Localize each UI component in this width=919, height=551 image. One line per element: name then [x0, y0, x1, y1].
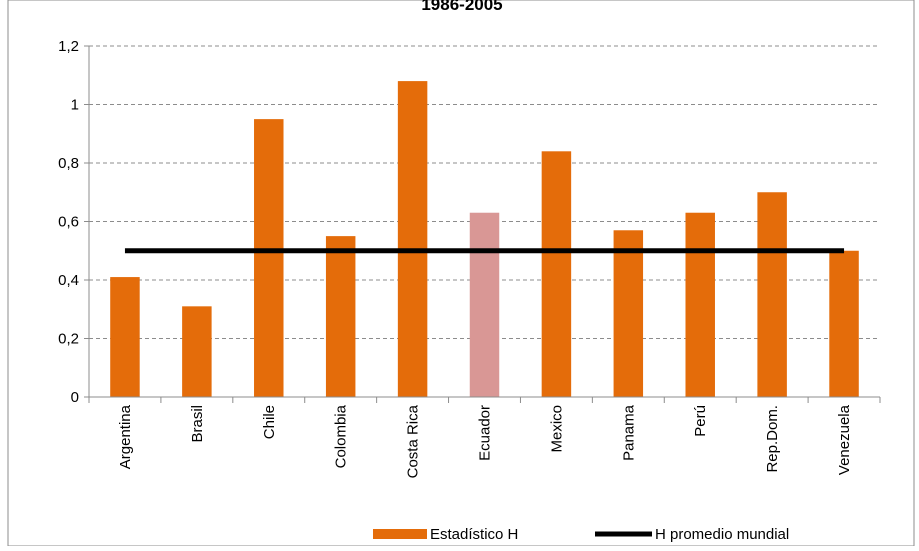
x-tick-label: Rep.Dom.: [764, 405, 781, 473]
y-tick-label: 1,2: [58, 38, 79, 55]
bar-chile: [254, 119, 284, 397]
x-tick-label: Venezuela: [836, 404, 853, 475]
legend-label-estadistico-h: Estadístico H: [430, 526, 518, 543]
y-tick-label: 0: [71, 389, 79, 406]
x-tick-label: Mexico: [548, 405, 565, 453]
legend-swatch-estadistico-h: [373, 529, 427, 539]
y-tick-label: 0,6: [58, 214, 79, 231]
x-tick-label: Perú: [692, 405, 709, 437]
y-tick-label: 0,4: [58, 272, 79, 289]
y-tick-label: 1: [71, 97, 79, 114]
bar-costa-rica: [397, 81, 428, 397]
x-tick-label: Chile: [261, 405, 278, 439]
x-tick-label: Brasil: [189, 405, 206, 443]
bar-per-: [685, 212, 715, 397]
axes-layer: 0 0,2 0,4 0,6 0,8 1 1,2 Argentina Brasil Chile Col…: [58, 38, 881, 478]
bar-mexico: [541, 151, 572, 397]
bar-rep-dom-: [757, 192, 787, 397]
bar-venezuela: [829, 250, 859, 397]
bar-brasil: [182, 306, 212, 397]
bar-ecuador: [469, 212, 500, 397]
bar-colombia: [325, 236, 356, 397]
legend: Estadístico H H promedio mundial: [373, 526, 789, 543]
bar-panama: [613, 230, 644, 397]
bars-layer: [110, 81, 859, 397]
x-tick-label: Panama: [620, 404, 637, 461]
legend-label-h-promedio-mundial: H promedio mundial: [655, 526, 789, 543]
x-tick-label: Colombia: [333, 404, 350, 468]
x-tick-label: Costa Rica: [405, 404, 422, 478]
chart-title: 1986-2005: [421, 0, 502, 14]
x-tick-label: Argentina: [117, 404, 134, 469]
x-tick-label: Ecuador: [477, 405, 494, 461]
y-tick-label: 0,8: [58, 155, 79, 172]
bar-argentina: [110, 277, 140, 397]
y-tick-label: 0,2: [58, 331, 79, 348]
